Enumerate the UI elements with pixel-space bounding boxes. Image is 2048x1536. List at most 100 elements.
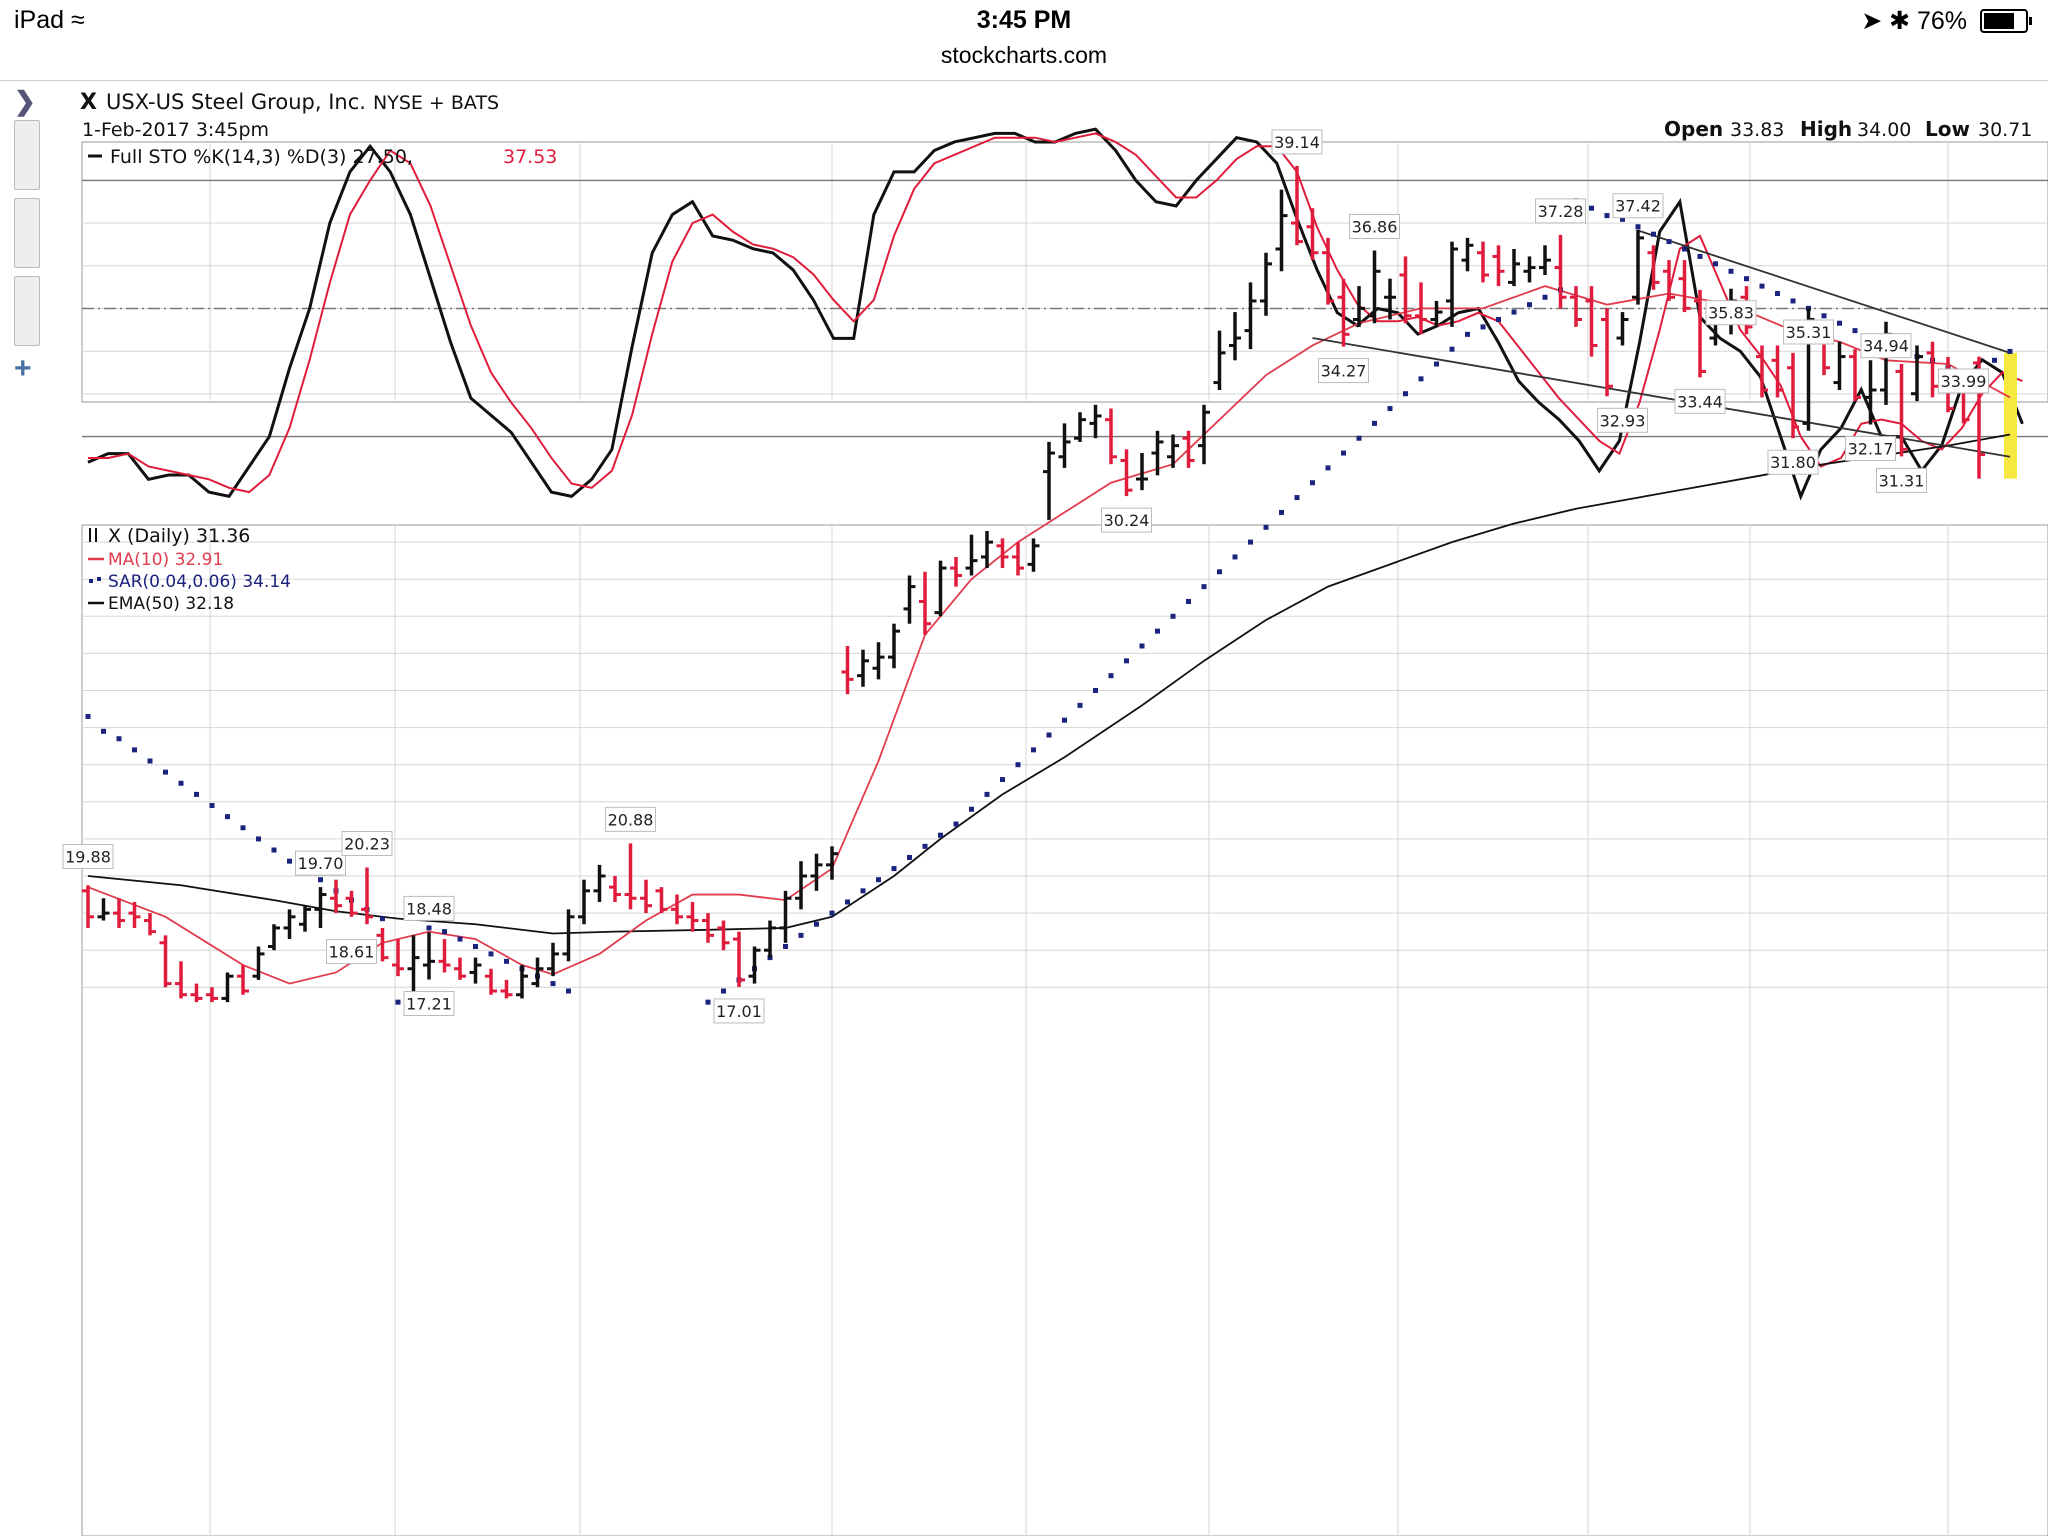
price-legend-label: X (Daily) 31.36 [108,525,250,547]
sar-dot [1232,554,1238,560]
annotation-box [1612,193,1664,219]
ohlc-bar [97,898,110,921]
ohlc-bar [1508,249,1520,287]
annotation-label: 33.44 [1677,392,1723,411]
chevron-right-icon[interactable]: ❯ [14,86,36,116]
ohlc-bar [438,939,451,973]
sar-dot [922,843,928,849]
ohlc-bar [82,885,94,928]
ohlc-bar [159,935,172,988]
address-url[interactable]: stockcharts.com [940,42,1108,68]
price-annotation: 20.88 [605,806,656,832]
ohlc-bar [283,909,296,940]
sar-dot [1015,762,1021,768]
ohlc-bar [1306,208,1319,261]
ohlc-bar [1911,345,1923,402]
sar-dot [1697,253,1703,259]
sar-dot [1682,246,1687,252]
sar-dot [1093,688,1098,693]
annotation-box [1783,319,1834,345]
add-panel-icon[interactable]: + [14,352,32,385]
annotation-box [1349,213,1400,239]
stochastic-panel: Full STO %K(14,3) %D(3) 27.50, 37.53 [81,127,2048,501]
price-annotation: 18.61 [326,939,377,965]
sar-dot [876,877,881,883]
ohlc-bar [1632,229,1644,305]
annotation-box [326,939,377,965]
annotation-label: 19.70 [298,854,344,873]
ohlc-bar [1430,300,1443,327]
ohlc-bar [1647,245,1660,290]
sar-dot [891,866,897,872]
sar-dot [1031,747,1036,753]
ohlc-bar [454,957,466,980]
annotation-label: 35.83 [1708,304,1754,323]
ohlc-bar [392,939,404,977]
sar-dot [457,936,463,942]
sar-dot [1077,702,1083,708]
annotation-label: 37.42 [1615,197,1661,216]
annotation-box [1845,435,1896,461]
annotation-box [62,843,114,869]
price-annotation: 35.31 [1783,319,1834,345]
sar-dot [1852,328,1858,334]
sar-dot [550,981,556,987]
ohlc-bar [1043,441,1055,520]
ohlc-bar [1864,360,1877,425]
ohlc-bar [1027,538,1040,572]
ohlc-bar [1012,542,1024,576]
ohlc-bar [485,968,497,995]
status-right: ➤ ✱ 76% [1861,6,2032,36]
sar-dot [147,758,153,764]
ohlc-bar [1275,189,1288,272]
sar-dot [116,736,122,742]
sto-legend-label: Full STO %K(14,3) %D(3) 27.50, [110,146,413,168]
sar-dot [1201,584,1207,590]
sidebar-panel-button-2[interactable] [14,198,40,268]
sar-dot [85,713,91,719]
annotation-label: 35.31 [1786,323,1832,342]
sar-dot [163,769,168,775]
ohlc-bar [1461,237,1474,272]
price-annotation: 34.27 [1318,358,1369,384]
bluetooth-icon: ✱ [1889,7,1911,35]
ohlc-bar [1771,345,1784,398]
ohlc-bar [1492,245,1505,287]
open-label: Open [1664,117,1723,141]
sar-dot [721,988,726,994]
sar-dot [256,836,261,842]
last-bar-highlight [2004,352,2017,479]
ohlc-bar [1539,245,1551,275]
ohlc-bar [1244,282,1257,350]
ohlc-bar [609,876,621,902]
chart-datetime: 1-Feb-2017 3:45pm [82,119,269,141]
ohlc-bar [1368,250,1381,324]
ohlc-bar [624,843,637,910]
annotation-label: 36.86 [1352,217,1398,236]
sidebar-panel-button-3[interactable] [14,276,40,346]
sto-frame [81,141,2048,403]
high-value: 34.00 [1857,119,1911,141]
ohlc-bar [1756,345,1768,398]
ohlc-bar [950,556,962,587]
price-annotation: 39.14 [1271,129,1323,155]
sidebar-panel-button-1[interactable] [14,120,40,190]
sar-dot [814,921,819,927]
ema50-line [87,433,2011,935]
ohlc-bar [1694,289,1706,378]
ohlc-bar [1663,260,1675,301]
ohlc-bar [113,898,125,928]
sar-dot [1744,276,1749,282]
annotation-label: 32.93 [1600,411,1646,430]
exchange-label: NYSE + BATS [373,92,499,114]
sar-dot [1635,224,1641,230]
sar-dot [798,932,804,938]
sar-dot [1775,291,1780,297]
sar-dot [101,728,106,734]
sar-dot [1124,658,1129,664]
price-annotation: 37.42 [1612,193,1664,219]
sar-dot [380,916,385,922]
ohlc-bar [469,957,482,984]
ohlc-bar [1105,408,1117,465]
price-annotation: 32.93 [1597,407,1648,433]
